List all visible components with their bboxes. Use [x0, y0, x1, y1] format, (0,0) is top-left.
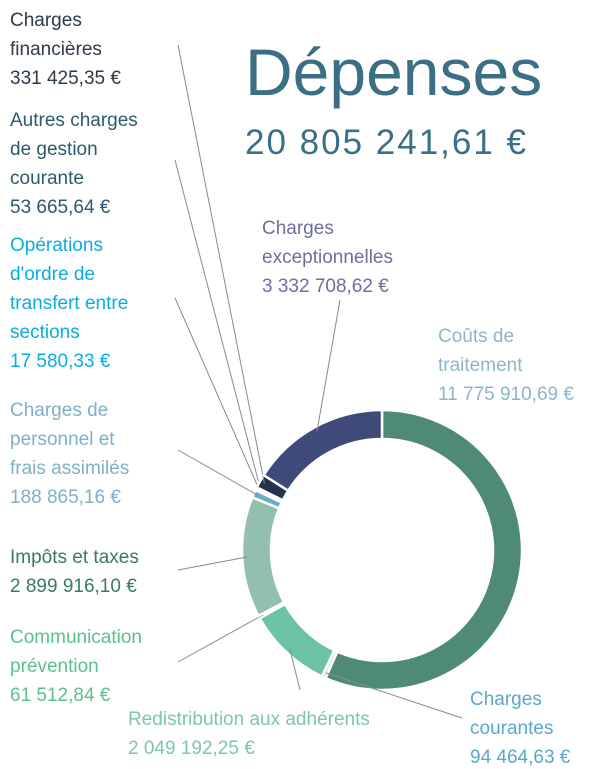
- category-label: Charges financières: [10, 10, 102, 60]
- value-label: 188 865,16 €: [10, 487, 121, 508]
- leader-line: [177, 614, 264, 663]
- donut-segment: [261, 408, 384, 493]
- leader-line: [316, 299, 341, 432]
- category-label: Charges courantes: [470, 689, 553, 739]
- leader-line: [325, 672, 463, 719]
- donut-segment: [258, 602, 337, 679]
- chart-title: Dépenses: [245, 35, 542, 109]
- category-label: Redistribution aux adhérents: [128, 709, 370, 730]
- leader-line: [289, 648, 301, 691]
- category-label: Charges de personnel et frais assimilés: [10, 400, 129, 479]
- category-label: Coûts de traitement: [438, 326, 523, 376]
- category-label: Opérations d'ordre de transfert entre secti…: [10, 235, 128, 343]
- leader-line: [174, 159, 262, 491]
- category-label: Impôts et taxes: [10, 547, 139, 568]
- leader-line: [177, 556, 248, 571]
- value-label: 61 512,84 €: [10, 685, 111, 706]
- donut-segment: [323, 408, 524, 692]
- leader-line: [177, 449, 259, 497]
- donut-segment: [240, 495, 286, 618]
- leader-line: [174, 297, 261, 493]
- value-label: 2 049 192,25 €: [128, 738, 255, 759]
- category-label: Autres charges de gestion courante: [10, 110, 138, 189]
- category-label: Communication prévention: [10, 627, 142, 677]
- category-label: Charges exceptionnelles: [262, 218, 393, 268]
- value-label: 331 425,35 €: [10, 68, 121, 89]
- value-label: 17 580,33 €: [10, 351, 111, 372]
- value-label: 2 899 916,10 €: [10, 576, 137, 597]
- value-label: 11 775 910,69 €: [438, 384, 574, 405]
- value-label: 94 464,63 €: [470, 747, 571, 768]
- chart-total: 20 805 241,61 €: [245, 123, 528, 162]
- leader-line: [177, 44, 265, 484]
- value-label: 53 665,64 €: [10, 197, 111, 218]
- value-label: 3 332 708,62 €: [262, 276, 389, 297]
